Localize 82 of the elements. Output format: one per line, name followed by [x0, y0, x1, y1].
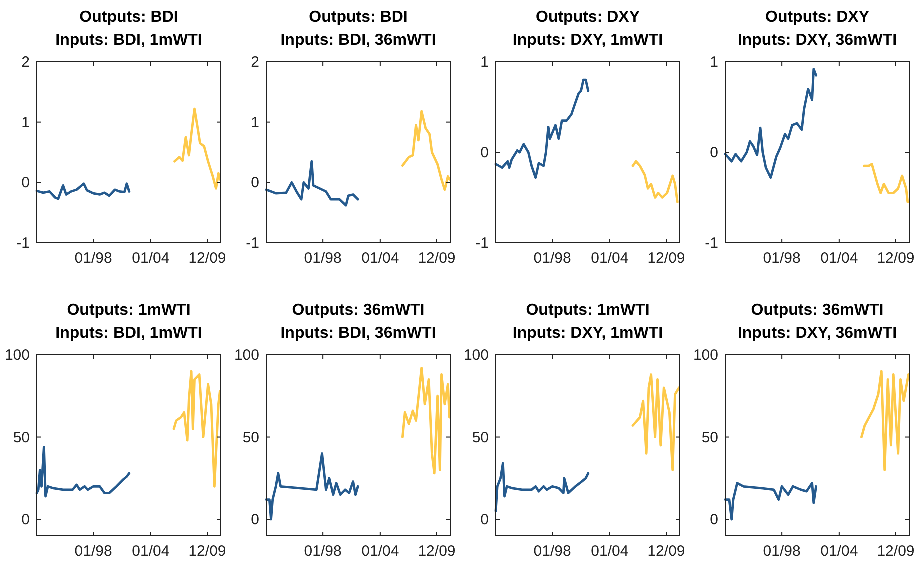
chart-subtitle: Inputs: DXY, 1mWTI	[512, 325, 664, 342]
x-tick-label: 12/09	[877, 543, 915, 560]
y-tick-label: 0	[480, 144, 489, 162]
chart-title: Outputs: 1mWTI	[526, 302, 650, 319]
x-tick-label: 01/98	[74, 543, 112, 560]
x-tick-label: 01/98	[534, 250, 572, 267]
y-tick-label: 50	[242, 429, 260, 446]
chart-subtitle: Inputs: BDI, 1mWTI	[56, 32, 202, 49]
x-tick-label: 01/04	[362, 543, 400, 560]
x-tick-label: 01/04	[132, 250, 170, 267]
line-series	[265, 452, 360, 521]
x-tick-label: 12/09	[648, 250, 686, 267]
y-tick-label: 100	[4, 347, 30, 364]
x-tick-label: 01/98	[763, 543, 801, 560]
y-tick-label: 100	[464, 347, 489, 364]
x-tick-label: 12/09	[188, 250, 226, 267]
y-tick-label: 1	[480, 54, 489, 71]
y-tick-label: 1	[710, 54, 718, 71]
x-tick-label: 12/09	[188, 543, 226, 560]
chart-title: Outputs: BDI	[309, 9, 408, 26]
line-series	[494, 462, 590, 513]
y-tick-label: 0	[22, 512, 30, 529]
x-tick-label: 01/04	[362, 250, 400, 267]
y-tick-label: 0	[480, 512, 489, 529]
line-series	[402, 366, 451, 475]
chart-subtitle: Inputs: BDI, 1mWTI	[56, 325, 202, 342]
y-tick-label: 0	[710, 512, 718, 529]
x-tick-label: 01/98	[304, 543, 342, 560]
x-tick-label: 01/98	[74, 250, 112, 267]
line-series	[724, 482, 818, 521]
line-series	[860, 370, 910, 472]
chart-title: Outputs: BDI	[80, 9, 178, 26]
x-tick-label: 01/04	[591, 543, 629, 560]
y-tick-label: 1	[22, 114, 30, 132]
chart-title: Outputs: DXY	[766, 9, 870, 26]
y-tick-label: 2	[22, 54, 30, 71]
y-tick-label: -1	[476, 235, 489, 252]
y-tick-label: 0	[22, 174, 30, 192]
y-tick-label: 50	[13, 429, 30, 446]
x-tick-label: 12/09	[877, 250, 915, 267]
line-series	[494, 78, 590, 180]
y-tick-label: 0	[251, 174, 260, 192]
chart-title: Outputs: 36mWTI	[751, 302, 884, 319]
y-tick-label: 0	[710, 144, 718, 162]
x-tick-label: 01/04	[820, 543, 858, 560]
line-series	[632, 374, 680, 472]
y-tick-label: 0	[251, 512, 260, 529]
y-tick-label: 50	[472, 429, 489, 446]
x-tick-label: 12/09	[418, 543, 456, 560]
y-tick-label: 50	[702, 429, 718, 446]
y-tick-label: -1	[705, 235, 718, 252]
y-tick-label: 100	[693, 347, 718, 364]
line-series	[174, 108, 222, 190]
x-tick-label: 01/98	[304, 250, 342, 267]
chart-subtitle: Inputs: DXY, 1mWTI	[512, 32, 664, 49]
line-series	[402, 110, 451, 192]
x-tick-label: 01/04	[591, 250, 629, 267]
chart-title: Outputs: 1mWTI	[67, 302, 191, 319]
x-tick-label: 01/98	[763, 250, 801, 267]
x-tick-label: 12/09	[648, 543, 686, 560]
chart-subtitle: Inputs: BDI, 36mWTI	[280, 32, 436, 49]
y-tick-label: -1	[16, 235, 30, 252]
y-tick-label: 2	[251, 54, 260, 71]
chart-title: Outputs: 36mWTI	[292, 302, 425, 319]
x-tick-label: 01/04	[820, 250, 858, 267]
y-tick-label: 100	[234, 347, 260, 364]
chart-subtitle: Inputs: DXY, 36mWTI	[738, 32, 898, 49]
line-series	[862, 163, 910, 204]
line-series	[632, 160, 679, 204]
x-tick-label: 01/98	[534, 543, 572, 560]
chart-title: Outputs: DXY	[536, 9, 640, 26]
line-series	[36, 182, 131, 200]
y-tick-label: -1	[246, 235, 260, 252]
x-tick-label: 12/09	[418, 250, 456, 267]
chart-subtitle: Inputs: BDI, 36mWTI	[280, 325, 436, 342]
line-series	[265, 160, 360, 207]
line-series	[724, 68, 818, 180]
x-tick-label: 01/04	[132, 543, 170, 560]
line-series	[36, 446, 131, 498]
chart-subtitle: Inputs: DXY, 36mWTI	[738, 325, 898, 342]
line-series	[172, 370, 222, 488]
y-tick-label: 1	[251, 114, 260, 132]
